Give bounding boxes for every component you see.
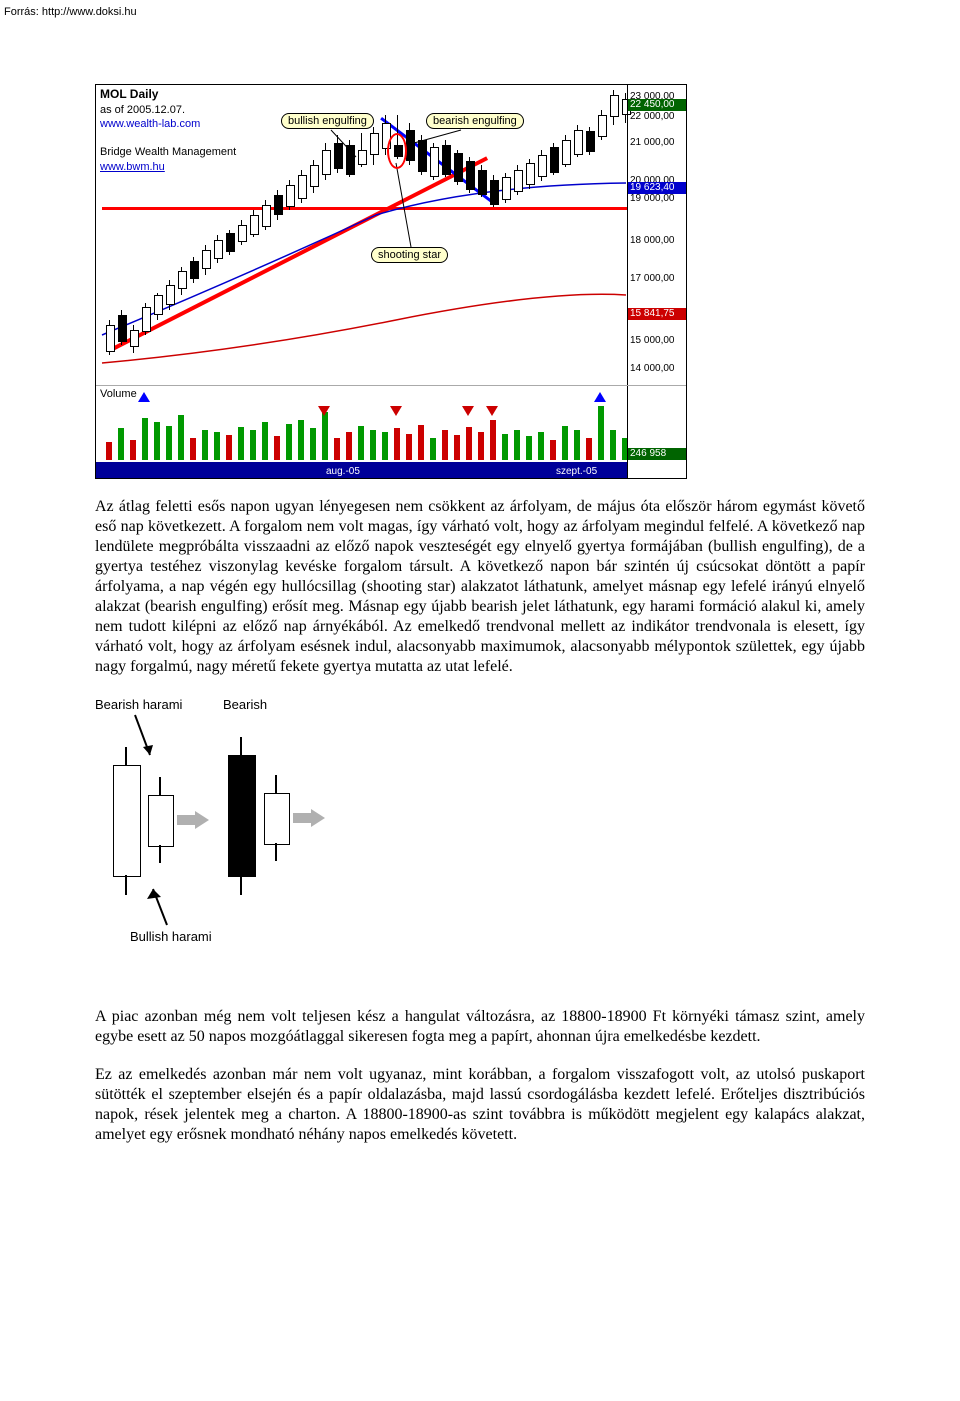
volume-bar (346, 432, 352, 460)
volume-arrow (318, 406, 330, 416)
volume-bar (574, 430, 580, 460)
volume-value-hl: 246 958 (628, 448, 686, 460)
y-tick: 21 000,00 (630, 137, 675, 148)
volume-y-axis: 246 958 (627, 386, 686, 478)
y-tick-highlight: 19 623,40 (628, 182, 686, 194)
volume-bar (358, 426, 364, 460)
volume-bar (466, 427, 472, 460)
gray-arrow-1-head (195, 811, 209, 829)
volume-bar (286, 424, 292, 460)
volume-bar (382, 432, 388, 460)
volume-bar (310, 428, 316, 460)
volume-arrow (138, 392, 150, 402)
volume-bar (274, 436, 280, 460)
volume-bar (454, 435, 460, 460)
volume-panel: Volume aug.-05 szept.-05 246 958 (96, 386, 686, 478)
volume-bar (550, 440, 556, 460)
y-tick: 14 000,00 (630, 363, 675, 374)
h-candle-white (113, 765, 141, 877)
gray-arrow-2-head (311, 809, 325, 827)
shooting-star-marker (387, 133, 407, 169)
volume-bar (214, 432, 220, 460)
volume-bar (586, 438, 592, 460)
h-wick-2 (125, 875, 127, 895)
volume-bar (370, 430, 376, 460)
date-tick: aug.-05 (326, 466, 360, 477)
volume-bar (250, 430, 256, 460)
volume-bar (178, 415, 184, 460)
volume-bar (226, 435, 232, 460)
callout-bullish: bullish engulfing (281, 113, 374, 129)
volume-bar (610, 430, 616, 460)
y-tick: 22 000,00 (630, 111, 675, 122)
volume-bar (502, 434, 508, 460)
h-wick-4 (159, 845, 161, 863)
volume-bar (394, 428, 400, 460)
y-tick: 18 000,00 (630, 235, 675, 246)
volume-bar (262, 422, 268, 460)
volume-arrow (594, 392, 606, 402)
h-wick-6 (240, 875, 242, 895)
gray-arrow-2 (293, 813, 311, 823)
volume-bar (490, 420, 496, 460)
harami-diagram: Bearish harami Bearish Bullish harami (95, 697, 335, 957)
y-tick-highlight: 15 841,75 (628, 308, 686, 320)
volume-bar (478, 432, 484, 460)
volume-bar (142, 418, 148, 460)
volume-bar (154, 422, 160, 460)
chart-price-panel: MOL Daily as of 2005.12.07. www.wealth-l… (96, 85, 686, 386)
volume-bar (442, 430, 448, 460)
volume-bar (166, 426, 172, 460)
volume-bar (334, 438, 340, 460)
stock-chart: MOL Daily as of 2005.12.07. www.wealth-l… (95, 84, 687, 479)
page-content: MOL Daily as of 2005.12.07. www.wealth-l… (0, 24, 960, 1203)
h-wick-8 (275, 843, 277, 861)
h-wick-7 (275, 775, 277, 793)
volume-label: Volume (100, 388, 137, 400)
volume-bar (238, 427, 244, 460)
volume-bar (598, 406, 604, 460)
volume-bar (430, 438, 436, 460)
date-axis: aug.-05 szept.-05 (96, 462, 628, 478)
volume-arrow (486, 406, 498, 416)
volume-bar (418, 425, 424, 460)
callout-bearish: bearish engulfing (426, 113, 524, 129)
volume-bar (118, 428, 124, 460)
volume-bar (298, 420, 304, 460)
h-candle-black (228, 755, 256, 877)
y-tick: 19 000,00 (630, 193, 675, 204)
volume-bar (202, 430, 208, 460)
volume-arrow (390, 406, 402, 416)
date-tick: szept.-05 (556, 466, 597, 477)
volume-bar (106, 442, 112, 460)
volume-bar (562, 426, 568, 460)
source-header: Forrás: http://www.doksi.hu (0, 0, 960, 24)
y-tick-highlight: 22 450,00 (628, 99, 686, 111)
paragraph-1: Az átlag feletti esős napon ugyan lényeg… (95, 497, 865, 677)
h-wick-5 (240, 737, 242, 755)
volume-bar (406, 434, 412, 460)
volume-bar (322, 412, 328, 460)
moving-averages (96, 85, 628, 385)
volume-bar (526, 436, 532, 460)
volume-bar (190, 438, 196, 460)
volume-bar (514, 430, 520, 460)
h-candle-small-2 (264, 793, 290, 845)
volume-arrow (462, 406, 474, 416)
price-y-axis: 23 000,0022 000,0021 000,0020 000,0019 0… (627, 85, 686, 385)
paragraph-2: A piac azonban még nem volt teljesen kés… (95, 1007, 865, 1047)
paragraph-3: Ez az emelkedés azonban már nem volt ugy… (95, 1065, 865, 1145)
volume-bar (130, 440, 136, 460)
gray-arrow-1 (177, 815, 195, 825)
h-wick-1 (125, 747, 127, 765)
h-candle-small-1 (148, 795, 174, 847)
callout-shooting: shooting star (371, 247, 448, 263)
y-tick: 17 000,00 (630, 273, 675, 284)
y-tick: 15 000,00 (630, 335, 675, 346)
volume-bar (538, 432, 544, 460)
h-wick-3 (159, 777, 161, 795)
